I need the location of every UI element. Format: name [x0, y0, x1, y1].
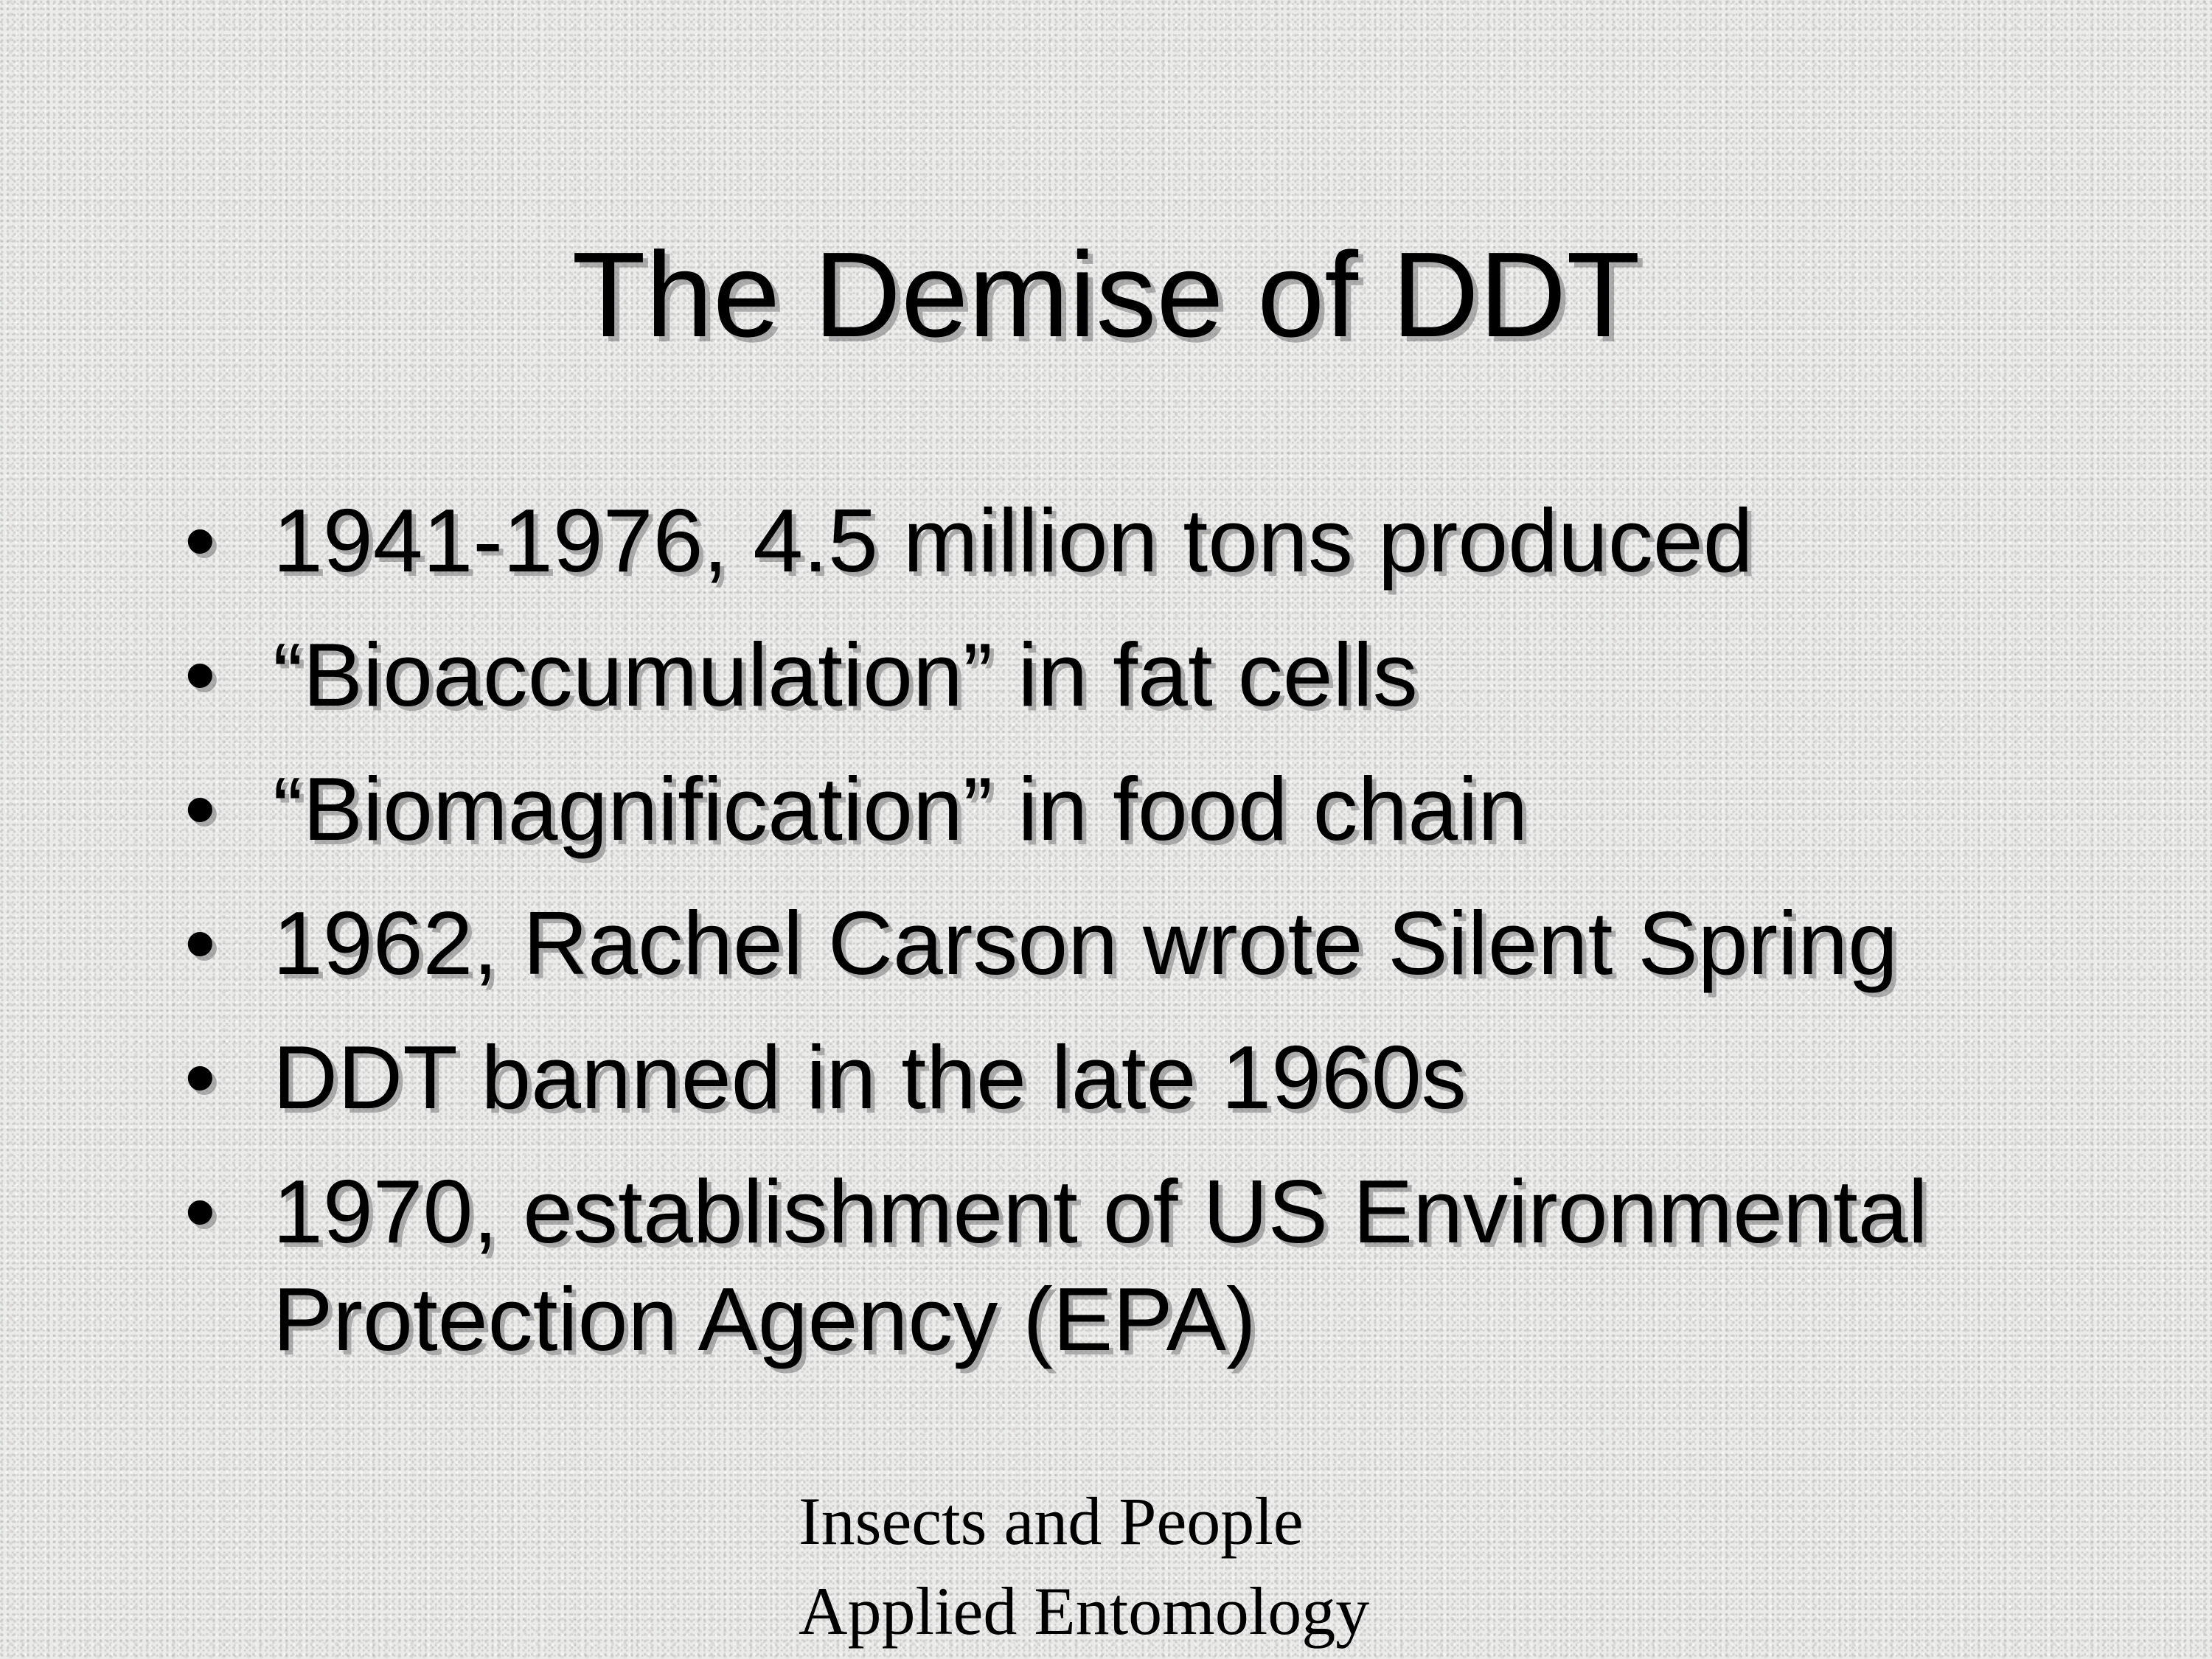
footer-course-title: Insects and People	[799, 1484, 1304, 1559]
bullet-item: 1962, Rachel Carson wrote Silent Spring	[184, 889, 1939, 997]
bullet-item: DDT banned in the late 1960s	[184, 1023, 2101, 1131]
bullet-item: “Bioaccumulation” in fat cells	[184, 621, 2101, 728]
bullet-item: 1941-1976, 4.5 million tons produced	[184, 487, 2101, 594]
footer-subtitle: Applied Entomology	[799, 1573, 1370, 1649]
bullet-item: 1970, establishment of US Environmental …	[184, 1158, 2101, 1373]
bullet-item: “Biomagnification” in food chain	[184, 755, 2101, 863]
bullet-list: 1941-1976, 4.5 million tons produced “Bi…	[184, 487, 2101, 1373]
slide-title: The Demise of DDT	[571, 227, 1641, 362]
slide-footer: Insects and People Applied Entomology	[799, 1476, 1369, 1656]
